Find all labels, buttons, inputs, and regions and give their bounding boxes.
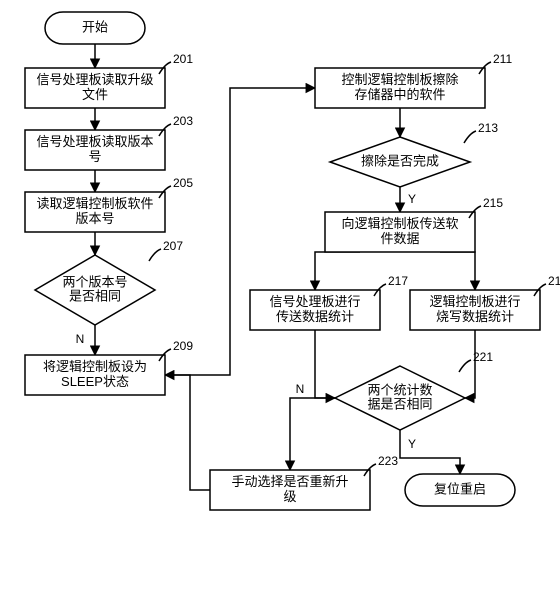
node-n207: 两个版本号是否相同 207 — [35, 239, 183, 325]
step-number: 207 — [163, 239, 183, 253]
edge-label: Y — [408, 437, 416, 451]
node-start: 开始 — [45, 12, 145, 44]
node-label: 擦除是否完成 — [361, 153, 439, 168]
node-label: 两个版本号 — [62, 274, 127, 289]
step-number: 223 — [378, 454, 398, 468]
node-label: 信号处理板读取升级 — [36, 72, 153, 87]
node-label: 文件 — [82, 87, 108, 102]
node-n211: 控制逻辑控制板擦除存储器中的软件 211 — [315, 52, 512, 108]
node-label: 手动选择是否重新升 — [231, 474, 348, 489]
node-label: 读取逻辑控制板软件 — [36, 196, 153, 211]
step-marker-icon — [459, 360, 471, 372]
step-number: 201 — [173, 52, 193, 66]
node-label: 复位重启 — [434, 481, 486, 496]
node-label: 烧写数据统计 — [436, 309, 514, 324]
node-n201: 信号处理板读取升级文件 201 — [25, 52, 193, 108]
node-label: SLEEP状态 — [61, 374, 129, 389]
node-label: 件数据 — [380, 231, 419, 246]
node-label: 号 — [88, 149, 101, 164]
nodes-layer: 开始信号处理板读取升级文件 201 信号处理板读取版本号 203 读取逻辑控制板软件版本… — [25, 12, 560, 510]
edge-label: N — [76, 332, 85, 346]
node-label: 版本号 — [75, 211, 114, 226]
edge — [315, 252, 360, 290]
node-label: 存储器中的软件 — [354, 87, 445, 102]
node-label: 据是否相同 — [367, 396, 432, 411]
node-label: 信号处理板读取版本 — [36, 134, 153, 149]
node-label: 向逻辑控制板传送软 — [341, 216, 458, 231]
step-marker-icon — [464, 131, 476, 143]
edge — [315, 330, 335, 398]
step-number: 205 — [173, 176, 193, 190]
step-number: 221 — [473, 350, 493, 364]
edge — [165, 88, 315, 375]
edge — [440, 252, 475, 290]
node-n203: 信号处理板读取版本号 203 — [25, 114, 193, 170]
edge — [290, 398, 335, 470]
step-number: 217 — [388, 274, 408, 288]
node-n213: 擦除是否完成 213 — [330, 121, 498, 187]
step-number: 211 — [493, 52, 512, 66]
edge — [165, 375, 210, 490]
node-label: 逻辑控制板进行 — [429, 294, 520, 309]
edge-label: Y — [408, 192, 416, 206]
node-n223: 手动选择是否重新升级 223 — [210, 454, 398, 510]
step-number: 215 — [483, 196, 503, 210]
node-end: 复位重启 — [405, 474, 515, 506]
node-label: 传送数据统计 — [276, 309, 354, 324]
edge-label: N — [296, 382, 305, 396]
node-label: 开始 — [82, 19, 108, 34]
step-number: 209 — [173, 339, 193, 353]
node-label: 信号处理板进行 — [269, 294, 360, 309]
node-n209: 将逻辑控制板设为SLEEP状态 209 — [25, 339, 193, 395]
flowchart-svg: N Y Y N 开始信号处理板读取升级文件 201 信号处理板读取版本号 203 读取逻辑控制… — [0, 0, 560, 600]
node-label: 将逻辑控制板设为 — [43, 359, 147, 374]
node-n205: 读取逻辑控制板软件版本号 205 — [25, 176, 193, 232]
step-number: 203 — [173, 114, 193, 128]
step-number: 213 — [478, 121, 498, 135]
node-label: 级 — [283, 489, 296, 504]
step-number: 219 — [548, 274, 560, 288]
step-marker-icon — [149, 249, 161, 261]
node-n217: 信号处理板进行传送数据统计 217 — [250, 274, 408, 330]
node-n219: 逻辑控制板进行烧写数据统计 219 — [410, 274, 560, 330]
node-label: 控制逻辑控制板擦除 — [341, 72, 458, 87]
node-n221: 两个统计数据是否相同 221 — [335, 350, 493, 430]
node-label: 两个统计数 — [367, 382, 432, 397]
node-label: 是否相同 — [69, 288, 121, 303]
